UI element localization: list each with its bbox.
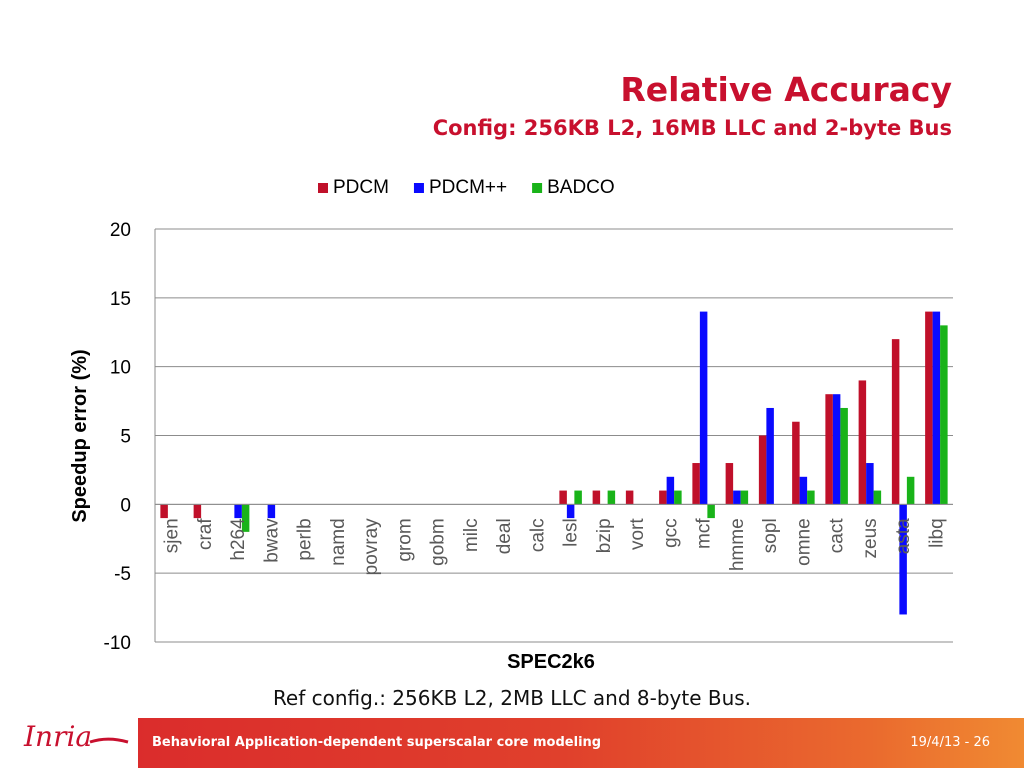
footer-page-number: 19/4/13 - 26 <box>910 735 990 750</box>
bar-pdcm-libq <box>925 311 933 505</box>
bar-badco-mcf <box>707 504 715 519</box>
x-axis-categories: sjen craf h264 bwav perlb namd povray grom gobm m… <box>162 518 948 576</box>
bar-pdcm-craf <box>193 504 202 519</box>
bar-pdcm-hmme <box>725 463 734 505</box>
bar-pdcm-sopl <box>766 407 774 505</box>
footer-title: Behavioral Application-dependent supersc… <box>152 735 602 750</box>
bar-pdcm-gcc <box>659 490 667 505</box>
y-tick-label: 20 <box>110 220 131 241</box>
bar-badco-gcc <box>674 490 682 505</box>
bar-badco-hmme <box>740 490 749 505</box>
x-axis-title: SPEC2k6 <box>507 651 595 673</box>
bar-pdcm-libq <box>932 311 941 505</box>
x-category-label: craf <box>195 518 216 550</box>
bar-pdcm-asta <box>899 504 907 615</box>
y-tick-label: 5 <box>120 427 131 448</box>
x-category-label: sjen <box>162 518 183 553</box>
x-category-label: bwav <box>261 518 282 563</box>
x-category-label: grom <box>394 518 415 561</box>
bar-pdcm-hmme <box>733 490 741 505</box>
bar-badco-libq <box>940 325 948 505</box>
logo-tab: Inria <box>0 706 138 768</box>
bar-pdcm-sopl <box>758 435 767 505</box>
bar-pdcm-mcf <box>692 463 700 505</box>
bar-pdcm-vort <box>625 490 634 505</box>
legend-swatch <box>532 183 543 193</box>
bar-pdcm-cact <box>825 394 833 505</box>
y-tick-label: 0 <box>120 495 131 516</box>
bar-pdcm-lesl <box>559 490 567 505</box>
x-category-label: deal <box>494 518 515 554</box>
y-tick-label: 15 <box>110 289 131 310</box>
y-tick-label: 10 <box>110 358 131 379</box>
x-category-label: gcc <box>660 518 681 548</box>
bar-pdcm-gcc <box>666 476 675 505</box>
legend-label: PDCM <box>333 177 389 198</box>
bar-pdcm-asta <box>891 339 900 505</box>
legend-item: PDCM++ <box>413 177 507 198</box>
y-axis-ticks: 20 15 10 5 0 -5 -10 <box>104 220 131 654</box>
bar-badco-zeus <box>873 490 882 505</box>
bar-pdcm-omne <box>799 476 808 505</box>
x-category-label: milc <box>461 518 482 552</box>
legend-label: BADCO <box>547 177 615 198</box>
y-axis-title: Speedup error (%) <box>69 349 91 522</box>
x-category-label: cact <box>827 518 848 554</box>
bar-pdcm-mcf <box>699 311 708 505</box>
logo-lettering: Inria <box>23 720 92 753</box>
bar-badco-asta <box>906 476 915 505</box>
slide-subtitle: Config: 256KB L2, 16MB LLC and 2-byte Bu… <box>432 116 952 140</box>
legend-swatch <box>413 183 424 193</box>
legend-swatch <box>318 183 328 193</box>
x-category-label: asta <box>893 518 914 554</box>
legend-item: PDCM <box>318 177 389 198</box>
bar-pdcm-lesl <box>566 504 575 519</box>
x-category-label: omne <box>793 518 814 566</box>
x-category-label: h264 <box>228 518 249 561</box>
x-category-label: namd <box>328 518 349 566</box>
x-category-label: mcf <box>694 518 715 549</box>
bar-pdcm-omne <box>792 421 800 505</box>
bar-pdcm-zeus <box>866 463 874 505</box>
inria-logo: Inria <box>23 720 129 753</box>
slide-caption: Ref config.: 256KB L2, 2MB LLC and 8-byt… <box>272 686 752 710</box>
bar-pdcm-bzip <box>592 490 601 505</box>
x-category-label: sopl <box>760 518 781 553</box>
bar-badco-cact <box>840 407 848 505</box>
chart-legend: PDCM PDCM++ BADCO <box>318 177 615 198</box>
bar-pdcm-cact <box>832 394 841 505</box>
speedup-error-chart: PDCM PDCM++ BADCO 20 15 10 5 0 -5 -10 sjen craf h2… <box>69 177 953 673</box>
x-category-label: povray <box>361 518 382 576</box>
x-category-label: gobm <box>428 518 449 566</box>
x-category-label: hmme <box>727 518 748 571</box>
x-category-label: bzip <box>594 518 615 553</box>
bar-badco-h264 <box>241 504 250 532</box>
bar-pdcm-sjen <box>160 504 168 519</box>
bar-pdcm-zeus <box>858 380 867 505</box>
bar-pdcm-bwav <box>267 504 276 519</box>
y-tick-label: -10 <box>104 633 131 654</box>
x-category-label: perlb <box>295 518 316 560</box>
bar-badco-bzip <box>607 490 616 505</box>
x-category-label: zeus <box>860 518 881 558</box>
footer-bar <box>0 718 1024 768</box>
x-category-label: vort <box>627 518 648 550</box>
bar-pdcm-h264 <box>234 504 242 519</box>
chart-bars <box>155 311 953 615</box>
x-category-label: lesl <box>561 518 582 547</box>
legend-label: PDCM++ <box>429 177 507 198</box>
slide-title: Relative Accuracy <box>620 70 952 109</box>
x-category-label: libq <box>926 518 947 548</box>
x-category-label: calc <box>527 518 548 552</box>
y-tick-label: -5 <box>114 564 131 585</box>
bar-badco-omne <box>807 490 815 505</box>
bar-badco-lesl <box>574 490 582 505</box>
legend-item: BADCO <box>532 177 615 198</box>
